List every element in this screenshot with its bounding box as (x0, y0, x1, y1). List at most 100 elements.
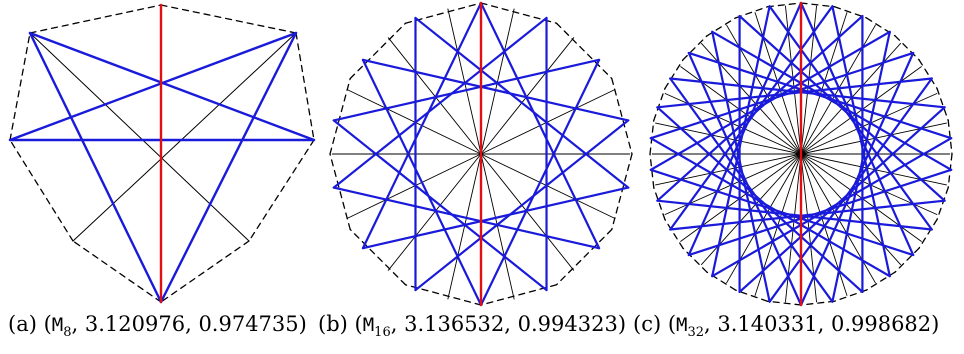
spoke-line (800, 12, 848, 155)
polygon-edge (936, 186, 949, 221)
polygon-edge (349, 22, 407, 80)
caption-b-value-1: 3.136532 (404, 312, 505, 336)
polygon-edge (160, 4, 297, 34)
star-edge (711, 5, 771, 278)
star-edge (656, 14, 864, 202)
polygon-edge (664, 218, 684, 249)
star-edge (361, 1, 483, 250)
star-edge (831, 5, 891, 278)
polygon-edge (9, 139, 74, 242)
caption-a-value-2: 0.974735 (198, 312, 299, 336)
star-edge (687, 51, 953, 140)
spoke-line (72, 32, 297, 242)
star-edge (28, 31, 163, 304)
polygon-edge (918, 218, 938, 249)
star-edge (414, 16, 630, 189)
spoke-line (387, 37, 482, 155)
star-edge (656, 106, 864, 294)
star-edge (479, 1, 601, 250)
star-edge (8, 31, 298, 142)
spoke-line (800, 153, 901, 265)
polygon-edge (682, 247, 708, 273)
polygon-edge (894, 247, 920, 273)
star-edge (669, 5, 834, 231)
caption-c-label: (c) (633, 312, 662, 336)
star-edge (768, 77, 933, 303)
star-edge (711, 30, 953, 171)
star-edge (28, 31, 316, 142)
polygon-edge (29, 4, 162, 34)
star-edge (159, 31, 298, 304)
caption-b-sub: 16 (374, 325, 391, 341)
polygon-edge (329, 153, 351, 231)
caption-a: (a) (M8, 3.120976, 0.974735) (8, 312, 307, 341)
star-edge (649, 137, 891, 278)
caption-c-sub: 32 (687, 325, 705, 341)
spoke-line (480, 37, 575, 155)
caption-c-name: M (676, 314, 688, 336)
caption-a-label: (a) (8, 312, 37, 336)
polygon-edge (480, 2, 558, 24)
star-edge (831, 30, 891, 303)
star-edge (649, 168, 915, 257)
panel-a-diagram (8, 3, 316, 304)
spoke-line (800, 153, 938, 215)
star-edge (332, 16, 548, 189)
star-edge (649, 51, 915, 140)
spoke-line (664, 153, 802, 215)
polygon-edge (653, 186, 666, 221)
star-edge (669, 77, 834, 303)
caption-c: (c) (M32, 3.140331, 0.998682) (633, 312, 940, 341)
polygon-edge (800, 300, 836, 306)
polygon-edge (248, 139, 315, 242)
spoke-line (480, 153, 575, 271)
polygon-edge (329, 77, 351, 155)
panel-b-diagram (329, 1, 633, 307)
caption-a-sub: 8 (63, 325, 72, 341)
star-edge (669, 199, 946, 231)
polygon-edge (800, 2, 836, 8)
spoke-line (800, 93, 938, 155)
polygon-edge (295, 32, 315, 141)
spoke-line (29, 32, 250, 242)
star-edge (332, 119, 548, 292)
star-edge (332, 58, 601, 122)
caption-b: (b) (M16, 3.136532, 0.994323) (318, 312, 627, 341)
polygon-edge (349, 228, 407, 286)
spoke-line (754, 153, 802, 296)
star-edge (649, 30, 891, 171)
polygon-edge (653, 87, 666, 122)
spoke-line (346, 89, 482, 155)
polygon-edge (72, 240, 162, 303)
star-edge (656, 77, 933, 109)
caption-c-value-1: 3.140331 (717, 312, 818, 336)
star-edge (799, 51, 915, 307)
star-edge (414, 119, 630, 292)
star-edge (669, 77, 946, 109)
spoke-line (480, 89, 616, 155)
caption-a-name: M (51, 314, 64, 336)
polygon-edge (611, 153, 633, 231)
spoke-line (701, 153, 802, 265)
spoke-line (346, 153, 482, 219)
star-edge (332, 186, 601, 250)
spoke-line (800, 153, 848, 296)
polygon-edge (611, 77, 633, 155)
star-edge (738, 106, 946, 294)
polygon-edge (555, 22, 613, 80)
panel-c-diagram (649, 1, 953, 307)
spoke-line (480, 153, 515, 300)
star-edge (768, 5, 933, 231)
spoke-line (447, 8, 482, 155)
star-edge (361, 186, 630, 250)
spoke-line (701, 43, 802, 155)
caption-c-value-2: 0.998682 (830, 312, 932, 336)
star-edge (361, 58, 483, 307)
caption-b-name: M (362, 314, 375, 336)
star-edge (687, 1, 803, 257)
caption-b-label: (b) (318, 312, 348, 336)
polygon-edge (664, 59, 684, 90)
star-edge (479, 58, 601, 307)
spoke-line (447, 153, 482, 300)
